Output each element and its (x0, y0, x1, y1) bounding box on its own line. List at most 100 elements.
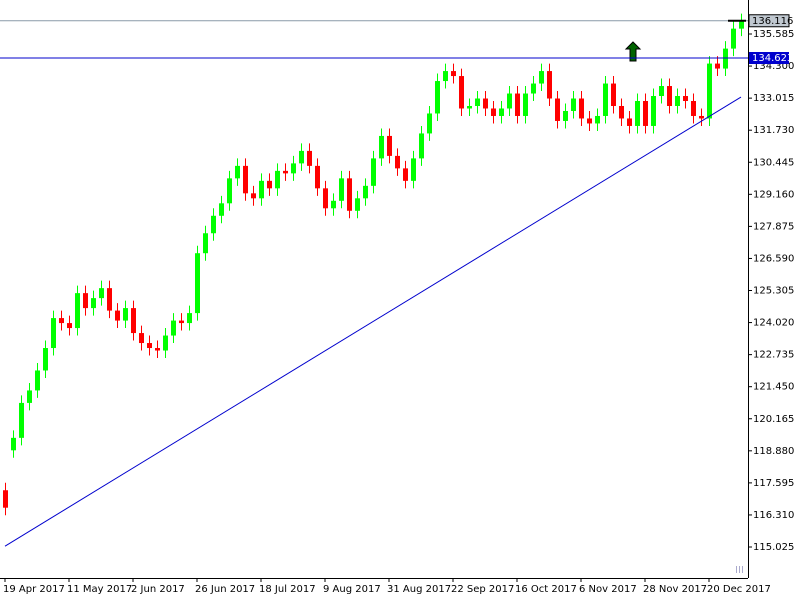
candle-body (139, 333, 144, 344)
candle-body (531, 83, 536, 94)
candle-body (243, 165, 248, 194)
candle-body (419, 133, 424, 159)
trendline (4, 96, 742, 547)
candle-body (163, 335, 168, 351)
candle-body (123, 308, 128, 321)
candle-body (291, 163, 296, 174)
x-tick-label: 18 Jul 2017 (259, 584, 316, 595)
candle-body (259, 180, 264, 199)
candle-body (195, 253, 200, 314)
candle-body (683, 96, 688, 102)
candle-body (555, 98, 560, 121)
candle-body (235, 165, 240, 179)
candle-body (707, 63, 712, 119)
candle-body (651, 96, 656, 126)
candle-body (491, 108, 496, 116)
level-label-box (749, 52, 789, 65)
y-tick-label: 115.025 (753, 542, 794, 553)
candle-body (411, 158, 416, 181)
candle-body (187, 313, 192, 324)
candle-body (51, 318, 56, 349)
candle-body (203, 233, 208, 254)
y-tick-label: 134.300 (753, 61, 794, 72)
candle-body (35, 370, 40, 391)
price-label: 136.116 (752, 16, 793, 27)
candle-body (459, 76, 464, 109)
candle-body (523, 93, 528, 116)
candle-body (179, 320, 184, 324)
x-tick-label: 19 Apr 2017 (3, 584, 65, 595)
candle-body (371, 158, 376, 186)
candle-body (363, 185, 368, 199)
candle-body (147, 343, 152, 349)
candle-body (307, 150, 312, 166)
y-tick-label: 117.595 (753, 478, 794, 489)
x-tick-label: 20 Dec 2017 (707, 584, 771, 595)
candle-body (403, 168, 408, 181)
candle-body (315, 165, 320, 189)
y-tick-label: 125.305 (753, 286, 794, 297)
candle-body (219, 203, 224, 216)
candle-body (635, 101, 640, 126)
candle-body (739, 21, 744, 29)
candle-body (339, 178, 344, 201)
candle-body (603, 83, 608, 116)
candle-body (115, 310, 120, 321)
candle-body (667, 86, 672, 106)
candle-body (67, 323, 72, 329)
candle-body (587, 118, 592, 124)
candle-body (59, 318, 64, 324)
candle-body (267, 180, 272, 189)
candle-body (155, 348, 160, 351)
x-tick-label: 22 Sep 2017 (451, 584, 514, 595)
candle-body (435, 81, 440, 114)
candle-body (539, 71, 544, 84)
candle-body (611, 83, 616, 106)
candle-body (91, 298, 96, 309)
candle-body (83, 293, 88, 309)
level-label: 134.623 (752, 53, 793, 64)
candle-body (595, 115, 600, 124)
candle-body (699, 115, 704, 119)
y-tick-label: 124.020 (753, 318, 794, 329)
candle-body (171, 320, 176, 336)
x-tick-label: 2 Jun 2017 (131, 584, 185, 595)
x-tick-label: 6 Nov 2017 (579, 584, 637, 595)
candle-body (643, 101, 648, 126)
candle-body (99, 288, 104, 299)
x-tick-label: 28 Nov 2017 (643, 584, 707, 595)
candle-body (507, 93, 512, 109)
candle-body (387, 135, 392, 156)
price-label-box (748, 14, 790, 28)
candle-body (283, 170, 288, 174)
candle-body (427, 113, 432, 134)
y-tick-label: 127.875 (753, 221, 794, 232)
candle-body (3, 490, 8, 508)
candle-body (299, 150, 304, 164)
x-tick-label: 31 Aug 2017 (387, 584, 451, 595)
x-tick-label: 11 May 2017 (67, 584, 132, 595)
scroll-marker (736, 566, 743, 573)
candle-body (579, 98, 584, 119)
candle-body (715, 63, 720, 69)
x-tick-label: 26 Jun 2017 (195, 584, 255, 595)
y-tick-label: 129.160 (753, 189, 794, 200)
candle-body (467, 105, 472, 109)
y-tick-label: 120.165 (753, 414, 794, 425)
candle-body (571, 98, 576, 111)
candle-body (131, 308, 136, 334)
candle-body (563, 110, 568, 121)
candle-body (275, 170, 280, 189)
candle-body (379, 135, 384, 159)
candle-body (731, 28, 736, 49)
candle-body (19, 402, 24, 438)
y-tick-label: 116.310 (753, 510, 794, 521)
candle-body (27, 390, 32, 403)
x-tick-label: 16 Oct 2017 (515, 584, 577, 595)
y-tick-label: 135.585 (753, 29, 794, 40)
y-tick-label: 121.450 (753, 382, 794, 393)
candle-body (107, 288, 112, 311)
candle-body (347, 178, 352, 211)
x-tick-label: 9 Aug 2017 (323, 584, 381, 595)
